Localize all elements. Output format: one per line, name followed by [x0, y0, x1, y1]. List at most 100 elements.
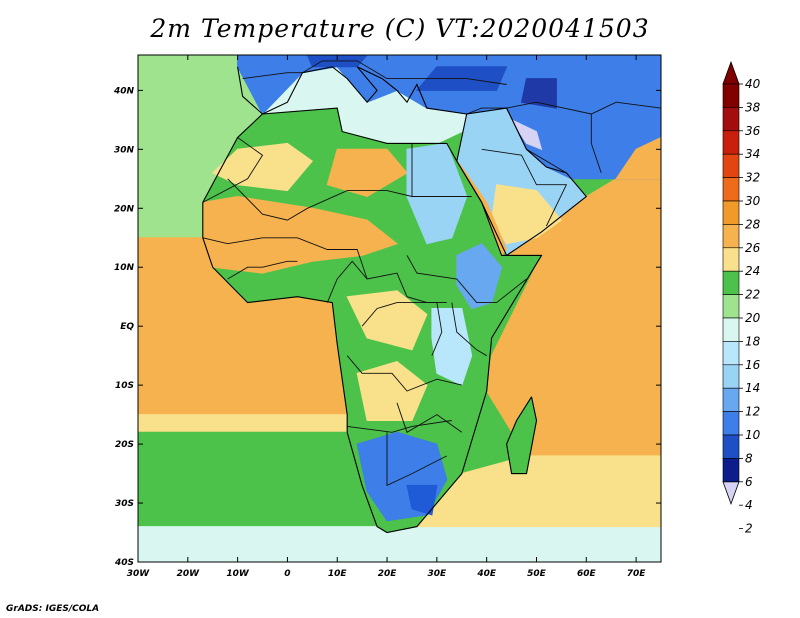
- region-arabian-sea-north: [584, 178, 661, 197]
- longitude-axis: 30W 20W 10W 0 10E 20E 30E 40E 50E 60E 70E: [127, 55, 647, 579]
- colorbar-swatch: [722, 411, 740, 436]
- lat-tick-label: 30S: [115, 499, 134, 509]
- region-angola-zambia-warm: [356, 361, 428, 421]
- colorbar-label: 18: [745, 334, 761, 348]
- colorbar-label: 12: [745, 405, 760, 419]
- lat-tick-label: 30N: [114, 145, 135, 155]
- colorbar-swatch: [722, 224, 740, 249]
- colorbar-label: 10: [745, 428, 761, 442]
- madagascar-coastline: [506, 396, 538, 475]
- country-border: [406, 255, 527, 304]
- colorbar-label: 26: [745, 241, 761, 255]
- lon-tick-label: 10E: [328, 569, 348, 579]
- credit-label: GrADS: IGES/COLA: [6, 604, 100, 614]
- map-frame: [137, 54, 662, 563]
- country-border: [386, 432, 448, 487]
- arabia-coastline: [456, 107, 588, 257]
- colorbar-swatch: [722, 130, 740, 155]
- lat-tick-label: 10N: [114, 263, 135, 273]
- lon-tick-label: 70E: [627, 569, 647, 579]
- colorbar-swatch: [722, 107, 740, 132]
- lat-tick-label: 40S: [114, 558, 134, 568]
- country-border: [227, 260, 298, 280]
- region-southern-africa-cold: [406, 484, 438, 516]
- colorbar-swatch: [722, 364, 740, 389]
- region-libya-egypt-warm: [326, 148, 408, 198]
- region-ocean-southern: [138, 526, 661, 562]
- colorbar-swatch: [722, 387, 740, 412]
- country-border: [346, 355, 462, 392]
- lat-tick-label: 40N: [113, 86, 135, 96]
- country-border: [347, 420, 452, 433]
- lon-tick-label: 60E: [577, 569, 597, 579]
- region-pakistan-warm: [615, 136, 661, 180]
- country-border: [451, 302, 487, 357]
- region-northwest-africa-warm: [211, 142, 314, 192]
- colorbar-label: 4: [745, 498, 753, 512]
- europe-coastline: [237, 66, 467, 115]
- country-border: [590, 114, 602, 174]
- colorbar-label: 6: [745, 475, 753, 489]
- lon-tick-label: 0: [284, 569, 290, 579]
- colorbar-swatch: [722, 200, 740, 225]
- lat-tick-label: 20N: [114, 204, 135, 214]
- lon-tick-label: 20W: [177, 569, 201, 579]
- region-central-africa-warm: [346, 290, 428, 351]
- region-ocean-south-atlantic: [138, 431, 378, 528]
- colorbar-swatch: [722, 434, 740, 459]
- colorbar-label: 34: [745, 147, 760, 161]
- lon-tick-label: 50E: [527, 569, 547, 579]
- colorbar-swatch: [722, 341, 740, 366]
- lon-tick-label: 30W: [127, 569, 151, 579]
- lat-tick-label: 10S: [115, 381, 134, 391]
- lat-tick-label: 20S: [115, 440, 134, 450]
- colorbar-label: 30: [745, 194, 761, 208]
- region-ocean-south-atlantic-warm: [138, 414, 348, 433]
- lon-tick-label: 20E: [378, 569, 398, 579]
- colorbar-label: 22: [745, 288, 760, 302]
- region-caspian-cold: [520, 78, 557, 109]
- country-border: [326, 260, 368, 303]
- colorbar-label: 28: [745, 217, 761, 231]
- colorbar-arrow-bottom: [722, 481, 740, 505]
- colorbar-swatch: [722, 458, 740, 483]
- region-zagros-cold: [510, 118, 543, 151]
- colorbar-swatch: [722, 247, 740, 272]
- latitude-axis: 40N 30N 20N 10N EQ 10S 20S 30S 40S: [113, 86, 661, 568]
- colorbar-label: 16: [745, 358, 761, 372]
- colorbar-label: 36: [745, 124, 761, 138]
- country-border: [202, 137, 264, 203]
- colorbar-swatch: [722, 317, 740, 342]
- colorbar-label: 2: [745, 522, 753, 536]
- colorbar-swatch: [722, 83, 740, 108]
- colorbar-label: 24: [745, 264, 760, 278]
- colorbar-label: 38: [745, 100, 761, 114]
- map-title: 2m Temperature (C) VT:2020041503: [150, 14, 650, 43]
- country-border: [242, 60, 507, 85]
- region-sahel-warm-band: [202, 195, 399, 274]
- colorbar-swatch: [722, 270, 740, 295]
- colorbar-arrow-top: [722, 60, 740, 85]
- country-border: [361, 302, 443, 356]
- colorbar-label: 8: [745, 451, 753, 465]
- colorbar-swatch: [722, 294, 740, 319]
- country-border: [227, 143, 413, 221]
- colorbar-swatch: [722, 153, 740, 178]
- country-border: [481, 148, 568, 227]
- lon-tick-label: 30E: [428, 569, 448, 579]
- country-border: [202, 237, 447, 304]
- africa-coastline: [202, 107, 543, 534]
- colorbar-label: 32: [745, 171, 760, 185]
- colorbar-label: 20: [745, 311, 761, 325]
- lat-tick-label: EQ: [120, 322, 134, 332]
- country-border: [396, 402, 463, 433]
- colorbar-label: 40: [745, 77, 761, 91]
- colorbar-swatch: [722, 177, 740, 202]
- lon-tick-label: 10W: [226, 569, 250, 579]
- temperature-field: [138, 55, 661, 562]
- colorbar-label: 14: [745, 381, 760, 395]
- coastlines-and-borders: [202, 60, 661, 534]
- lon-tick-label: 40E: [476, 569, 497, 579]
- colorbar: 40 38 36 34 32 30 28 26 24 22 20 18 16 14 12 10 8 6 4 2: [722, 60, 761, 536]
